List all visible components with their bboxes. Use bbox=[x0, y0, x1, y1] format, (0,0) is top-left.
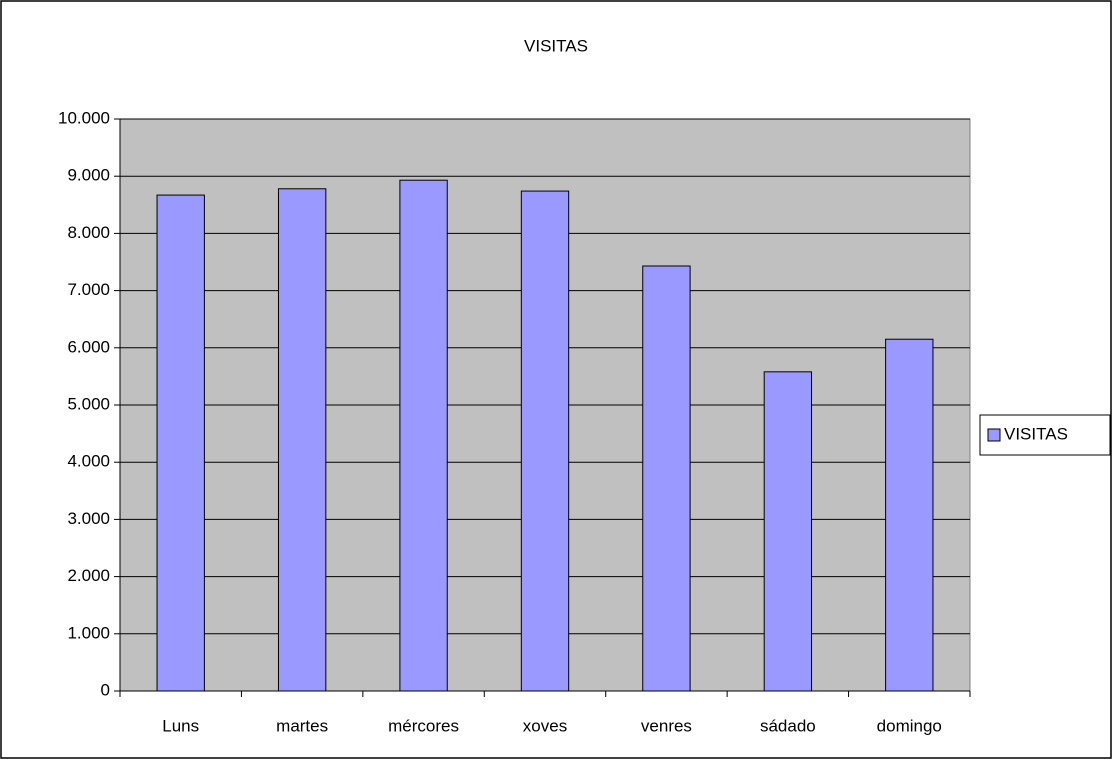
y-tick-label: 1.000 bbox=[67, 623, 110, 642]
bar bbox=[885, 338, 934, 692]
x-tick-label: xoves bbox=[523, 716, 567, 735]
bar bbox=[763, 371, 813, 692]
bar bbox=[277, 188, 327, 692]
bar bbox=[520, 190, 570, 692]
y-tick-label: 6.000 bbox=[67, 337, 110, 356]
x-tick-label: sádado bbox=[760, 716, 816, 735]
bar bbox=[156, 194, 205, 692]
x-tick-label: domingo bbox=[877, 716, 942, 735]
y-tick-label: 0 bbox=[101, 680, 110, 699]
y-tick-label: 8.000 bbox=[67, 223, 110, 242]
y-tick-label: 5.000 bbox=[67, 394, 110, 413]
y-tick-label: 10.000 bbox=[58, 108, 110, 127]
y-tick-label: 7.000 bbox=[67, 280, 110, 299]
chart-title: VISITAS bbox=[524, 36, 588, 55]
y-tick-label: 2.000 bbox=[67, 566, 110, 585]
y-tick-label: 3.000 bbox=[67, 509, 110, 528]
legend-swatch bbox=[987, 428, 1001, 442]
legend-label: VISITAS bbox=[1004, 424, 1068, 443]
x-tick-label: martes bbox=[276, 716, 328, 735]
bar bbox=[642, 265, 691, 692]
x-tick-label: mércores bbox=[388, 716, 459, 735]
y-tick-label: 4.000 bbox=[67, 452, 110, 471]
x-tick-label: venres bbox=[641, 716, 692, 735]
bar bbox=[399, 179, 448, 692]
y-tick-label: 9.000 bbox=[67, 166, 110, 185]
x-tick-label: Luns bbox=[162, 716, 199, 735]
legend-box bbox=[979, 414, 1111, 456]
